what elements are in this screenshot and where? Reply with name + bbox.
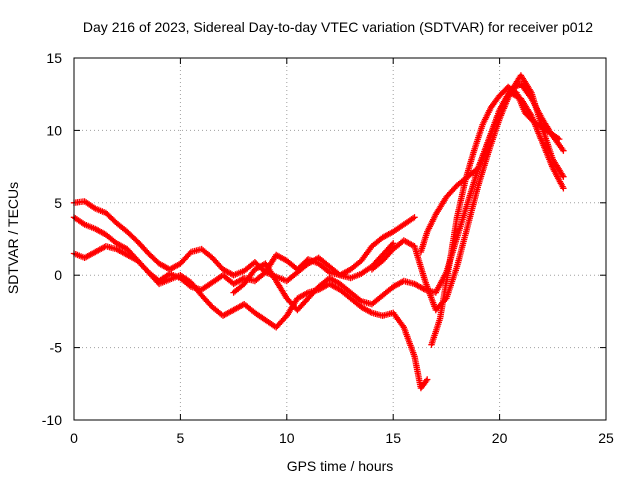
y-tick-label: 10 bbox=[46, 122, 62, 138]
x-axis-label: GPS time / hours bbox=[287, 458, 394, 474]
plot-data bbox=[70, 72, 567, 392]
y-tick-label: 15 bbox=[46, 50, 62, 66]
y-tick-label: 5 bbox=[54, 195, 62, 211]
x-tick-label: 20 bbox=[492, 430, 508, 446]
x-tick-label: 15 bbox=[385, 430, 401, 446]
chart-title: Day 216 of 2023, Sidereal Day-to-day VTE… bbox=[83, 19, 593, 35]
x-axis-ticks: 0 5 10 15 20 25 bbox=[70, 58, 614, 446]
series-track-e bbox=[368, 72, 567, 314]
series-track-f bbox=[417, 89, 567, 256]
x-tick-label: 10 bbox=[279, 430, 295, 446]
y-tick-label: -5 bbox=[50, 340, 63, 356]
series-track-a bbox=[70, 198, 418, 279]
x-tick-label: 0 bbox=[70, 430, 78, 446]
x-tick-label: 5 bbox=[177, 430, 185, 446]
y-axis-label: SDTVAR / TECUs bbox=[5, 182, 21, 294]
series-track-g bbox=[428, 83, 563, 348]
x-tick-label: 25 bbox=[598, 430, 614, 446]
y-axis-ticks: -10 -5 0 5 10 15 bbox=[42, 50, 606, 428]
y-tick-label: -10 bbox=[42, 412, 62, 428]
plot-frame bbox=[73, 57, 607, 421]
y-tick-label: 0 bbox=[54, 267, 62, 283]
